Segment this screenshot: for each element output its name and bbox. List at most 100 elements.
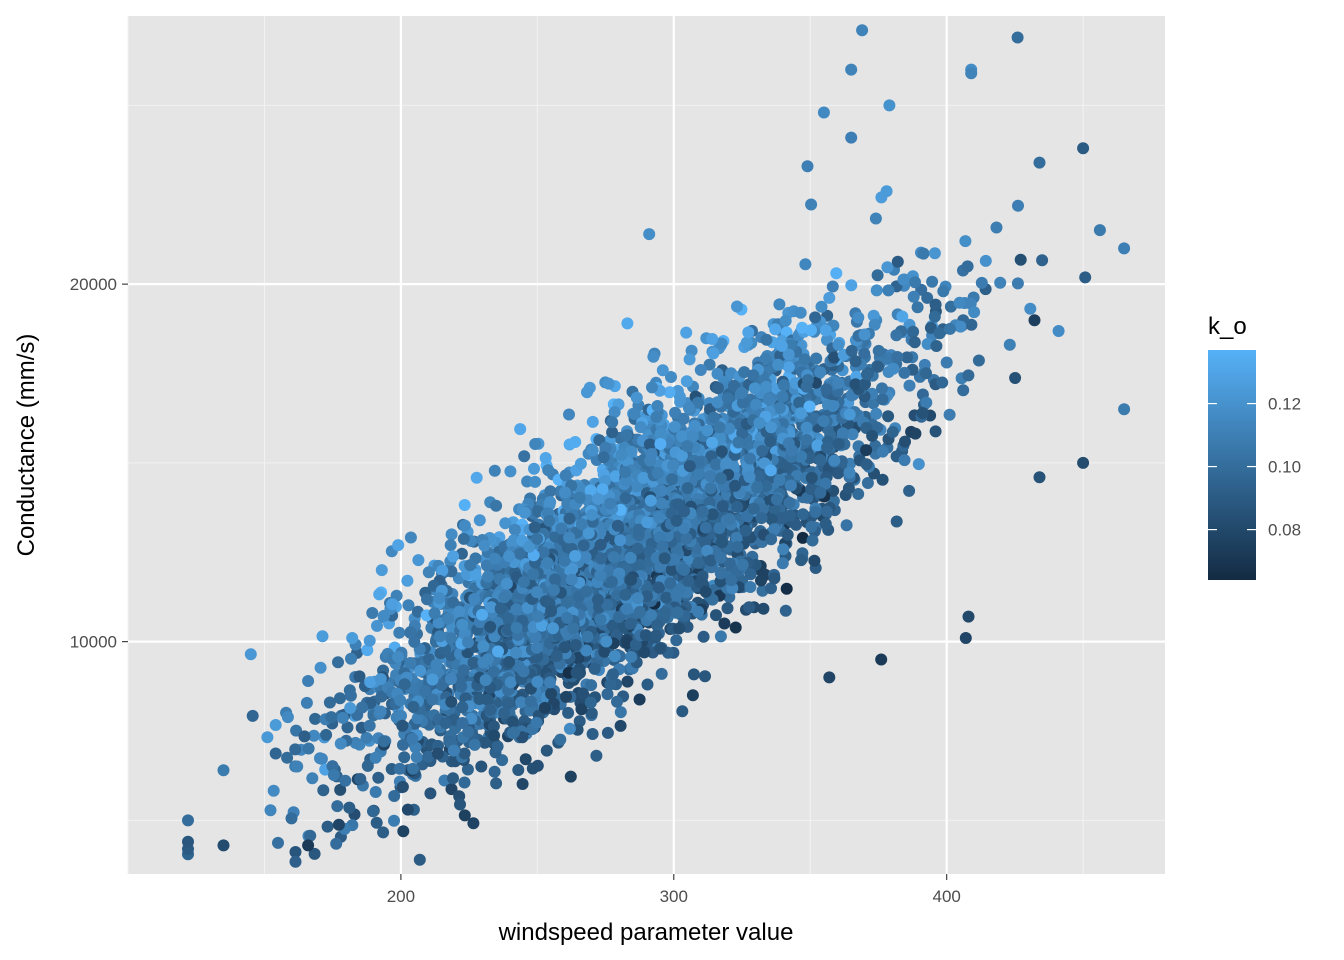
data-point [785,444,798,457]
data-point [625,445,638,458]
data-point [607,551,620,564]
data-point [926,275,939,288]
data-point [514,423,527,436]
data-point [645,448,658,460]
data-point [924,321,937,334]
data-point [633,693,646,706]
data-point [560,690,573,703]
data-point [561,611,574,624]
data-point [600,635,613,648]
data-point [665,563,678,576]
data-point [817,106,830,119]
data-point [412,554,425,567]
data-point [356,701,369,714]
data-point [886,426,899,438]
data-point [777,543,790,556]
data-point [584,484,597,497]
data-point [631,542,644,555]
data-point [696,505,709,518]
data-point [524,704,537,717]
data-point [664,577,677,590]
data-point [1003,338,1016,351]
data-point [397,825,410,838]
data-point [637,471,650,484]
data-point [614,706,627,719]
data-point [937,285,950,298]
data-point [718,617,731,630]
data-point [594,613,607,626]
data-point [518,450,531,463]
data-point [907,325,920,338]
data-point [875,653,888,666]
data-point [407,762,419,775]
colorbar-ticks: 0.080.100.12 [1208,395,1301,540]
data-point [743,601,756,614]
data-point [920,367,932,380]
data-point [731,540,744,553]
data-point [402,599,415,612]
data-point [545,605,558,618]
data-point [585,679,598,692]
data-point [503,550,516,563]
data-point [701,424,714,437]
data-point [655,667,668,680]
data-point [554,733,567,746]
data-point [747,502,760,515]
data-point [796,321,809,334]
data-point [876,473,889,486]
data-point [586,444,599,457]
data-point [755,574,767,587]
data-point [770,493,783,506]
data-point [715,337,728,350]
data-point [519,753,532,766]
data-point [353,670,366,683]
data-point [555,522,568,535]
data-point [439,717,452,730]
data-point [484,704,497,717]
data-point [639,629,652,642]
data-point [261,731,274,744]
data-point [795,450,808,463]
data-point [682,574,695,587]
data-point [469,568,482,581]
data-point [815,300,828,313]
data-point [341,721,354,734]
data-point [361,759,374,772]
data-point [959,235,972,248]
data-point [772,358,785,371]
data-point [768,572,781,585]
data-point [712,382,724,395]
data-point [363,634,376,647]
data-point [663,386,676,399]
data-point [398,751,411,764]
data-point [633,605,646,618]
data-point [408,635,421,648]
data-point [670,544,683,557]
data-point [428,607,441,620]
data-point [580,644,593,657]
data-point [611,519,624,532]
data-point [814,486,827,499]
data-point [819,324,832,337]
data-point [317,784,330,797]
colorbar-legend: k_o 0.080.100.12 [1208,313,1301,580]
data-point [665,371,677,383]
data-point [858,328,871,341]
data-point [654,642,667,655]
data-point [585,707,598,720]
data-point [482,570,494,583]
data-point [563,722,576,735]
data-point [744,581,757,593]
data-point [492,645,504,658]
data-point [244,648,257,661]
data-point [309,712,322,725]
data-point [392,650,404,663]
data-point [372,771,385,784]
data-point [920,396,933,409]
data-point [760,480,773,493]
data-point [602,377,615,390]
data-point [621,317,634,330]
data-point [397,738,409,751]
data-point [819,517,832,530]
